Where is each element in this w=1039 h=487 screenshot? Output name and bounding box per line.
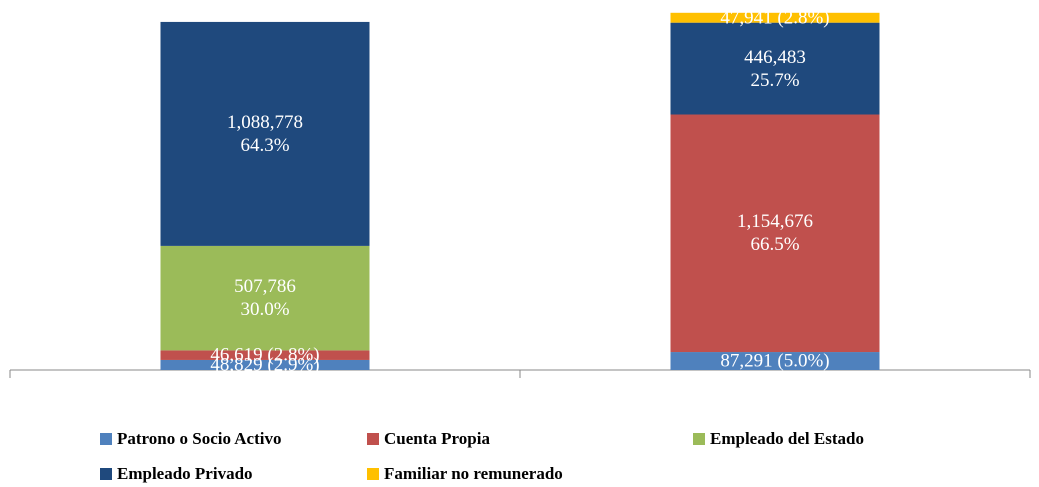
legend-item: Empleado Privado	[100, 464, 253, 484]
legend-swatch	[693, 433, 705, 445]
legend-item: Patrono o Socio Activo	[100, 429, 281, 449]
value-label: 1,088,778 64.3%	[227, 111, 303, 156]
legend-label: Empleado del Estado	[710, 429, 864, 448]
legend-item: Empleado del Estado	[693, 429, 864, 449]
value-label: 46,619 (2.8%)	[210, 344, 320, 366]
legend-label: Patrono o Socio Activo	[117, 429, 282, 448]
value-label: 446,483 25.7%	[744, 46, 806, 91]
legend-label: Cuenta Propia	[384, 429, 490, 448]
legend-swatch	[367, 468, 379, 480]
bar-segment	[160, 245, 370, 351]
bar-segment	[670, 352, 880, 370]
value-label: 48,829 (2.9%)	[210, 354, 320, 376]
bar-segment	[670, 22, 880, 115]
bar-segment	[160, 21, 370, 246]
bar-segment	[160, 359, 370, 370]
value-label: 47,941 (2.8%)	[720, 7, 830, 29]
legend-label: Empleado Privado	[117, 464, 253, 483]
legend-swatch	[100, 468, 112, 480]
value-label: 507,786 30.0%	[234, 276, 296, 321]
legend-item: Familiar no remunerado	[367, 464, 563, 484]
legend-swatch	[100, 433, 112, 445]
legend-label: Familiar no remunerado	[384, 464, 563, 483]
bar-segment	[670, 114, 880, 353]
bar-segment	[160, 350, 370, 360]
legend-item: Cuenta Propia	[367, 429, 490, 449]
legend-swatch	[367, 433, 379, 445]
bar-segment	[670, 12, 880, 23]
value-label: 87,291 (5.0%)	[720, 350, 830, 372]
value-label: 1,154,676 66.5%	[737, 211, 813, 256]
